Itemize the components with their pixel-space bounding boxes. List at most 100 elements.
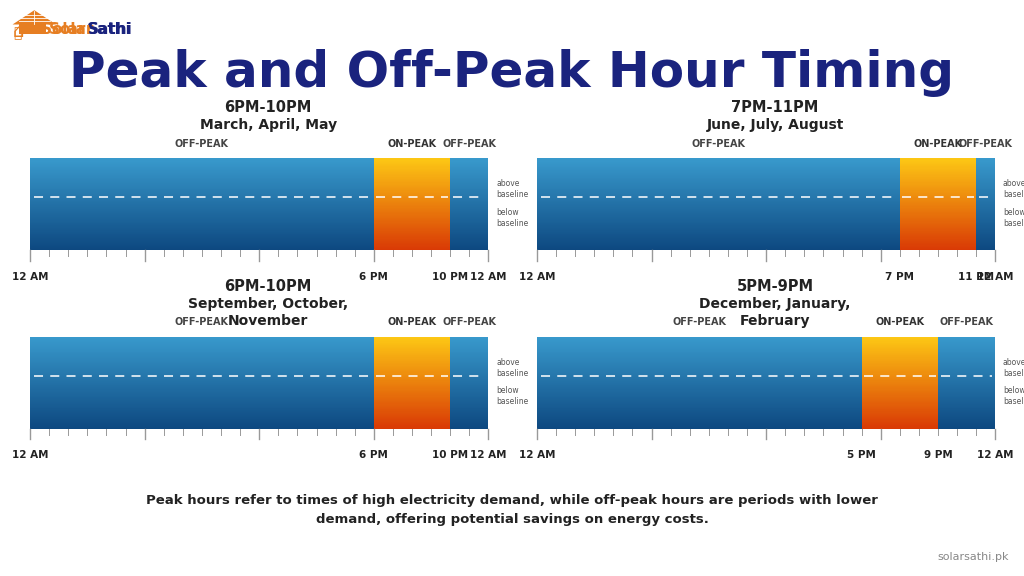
Bar: [30, 225, 488, 226]
Bar: [374, 386, 451, 388]
Bar: [30, 198, 488, 199]
Bar: [537, 343, 995, 344]
Bar: [374, 198, 451, 199]
Bar: [900, 249, 976, 250]
Text: above
baseline: above baseline: [496, 358, 528, 378]
Bar: [374, 414, 451, 415]
Bar: [537, 421, 995, 422]
Bar: [374, 350, 451, 351]
Text: Sathi: Sathi: [87, 22, 132, 37]
Bar: [537, 172, 995, 173]
Bar: [374, 184, 451, 185]
Bar: [537, 414, 995, 415]
Bar: [537, 180, 995, 181]
Text: 12 AM: 12 AM: [977, 450, 1014, 460]
Bar: [537, 382, 995, 384]
Bar: [30, 342, 488, 343]
Bar: [900, 241, 976, 242]
Bar: [374, 409, 451, 411]
Bar: [537, 248, 995, 249]
Bar: [30, 372, 488, 373]
Bar: [900, 211, 976, 213]
Bar: [374, 394, 451, 396]
Bar: [374, 348, 451, 350]
Bar: [374, 373, 451, 374]
Bar: [537, 191, 995, 192]
Bar: [900, 248, 976, 249]
Bar: [30, 236, 488, 237]
Bar: [30, 353, 488, 354]
Bar: [900, 236, 976, 238]
Bar: [537, 247, 995, 248]
Bar: [861, 374, 938, 375]
Text: December, January,
February: December, January, February: [699, 297, 851, 328]
Bar: [537, 170, 995, 171]
Bar: [30, 188, 488, 190]
Bar: [374, 363, 451, 365]
Bar: [30, 182, 488, 183]
Bar: [30, 390, 488, 391]
Bar: [537, 160, 995, 161]
Bar: [374, 404, 451, 406]
Text: solarsathi.pk: solarsathi.pk: [937, 552, 1009, 562]
Bar: [537, 231, 995, 232]
Bar: [374, 391, 451, 392]
Bar: [900, 166, 976, 168]
Bar: [30, 213, 488, 214]
Bar: [30, 396, 488, 397]
Bar: [537, 358, 995, 359]
Bar: [900, 181, 976, 183]
Bar: [30, 159, 488, 160]
Bar: [30, 165, 488, 166]
Bar: [30, 204, 488, 205]
Bar: [30, 247, 488, 248]
Bar: [30, 232, 488, 233]
Bar: [900, 245, 976, 247]
Bar: [374, 358, 451, 359]
Bar: [374, 417, 451, 419]
Bar: [374, 416, 451, 418]
Bar: [861, 359, 938, 360]
Bar: [861, 377, 938, 378]
Bar: [537, 362, 995, 363]
Bar: [374, 342, 451, 343]
Bar: [861, 360, 938, 361]
Bar: [537, 376, 995, 377]
Bar: [374, 375, 451, 376]
Bar: [537, 171, 995, 172]
Bar: [900, 170, 976, 171]
Bar: [537, 369, 995, 370]
Bar: [537, 382, 995, 383]
Bar: [374, 355, 451, 357]
Bar: [861, 407, 938, 408]
Bar: [30, 237, 488, 238]
Bar: [537, 234, 995, 236]
Bar: [30, 376, 488, 377]
Bar: [30, 348, 488, 349]
Bar: [30, 179, 488, 180]
Bar: [30, 176, 488, 177]
Bar: [374, 379, 451, 381]
Bar: [861, 420, 938, 422]
Bar: [30, 428, 488, 429]
Bar: [537, 227, 995, 228]
Bar: [537, 179, 995, 180]
Bar: [30, 353, 488, 354]
Bar: [374, 340, 451, 342]
Bar: [30, 242, 488, 244]
Bar: [537, 377, 995, 378]
Bar: [30, 172, 488, 173]
Bar: [374, 220, 451, 222]
Bar: [30, 355, 488, 356]
Text: 6 PM: 6 PM: [359, 450, 388, 460]
Bar: [900, 200, 976, 202]
Bar: [537, 410, 995, 411]
Text: 12 AM: 12 AM: [519, 450, 555, 460]
Bar: [861, 362, 938, 363]
Bar: [30, 358, 488, 359]
Bar: [30, 165, 488, 166]
Bar: [374, 381, 451, 383]
Bar: [861, 370, 938, 372]
Bar: [374, 249, 451, 250]
Bar: [900, 225, 976, 226]
